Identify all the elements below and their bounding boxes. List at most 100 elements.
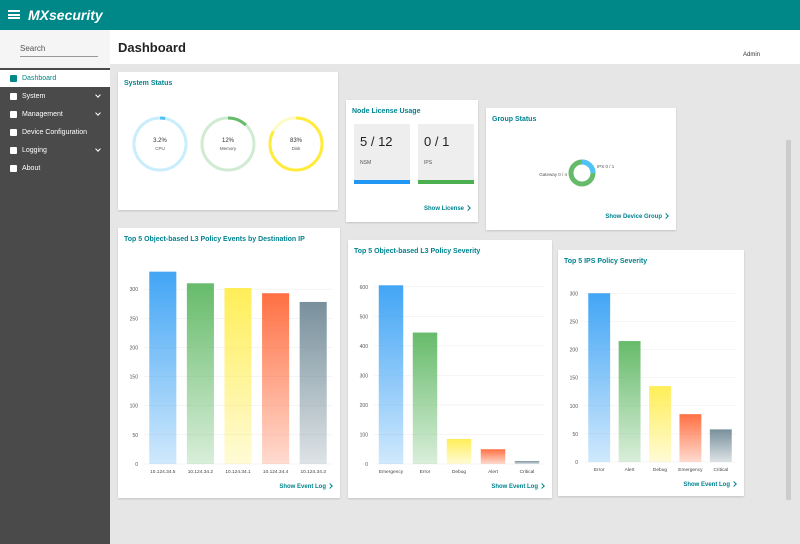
nav-icon: [10, 129, 17, 136]
x-tick-label: 10.124.34.2: [188, 469, 214, 475]
y-tick-label: 400: [360, 344, 369, 350]
nav-item[interactable]: Management: [0, 106, 110, 123]
bar: [480, 449, 506, 464]
nav-icon: [10, 111, 17, 118]
x-tick-label: 10.124.34.4: [263, 469, 289, 475]
chart-title: Top 5 Object-based L3 Policy Severity: [354, 248, 481, 255]
nav-item[interactable]: About: [0, 160, 110, 177]
show-license-link[interactable]: Show License: [423, 205, 471, 212]
y-tick-label: 0: [575, 460, 578, 466]
link-arrow: [539, 483, 545, 489]
x-tick-label: 10.124.34.3: [301, 469, 327, 475]
x-tick-label: Error: [594, 467, 605, 473]
x-tick-label: Alert: [488, 469, 499, 475]
gauge-value: 3.2%: [153, 138, 167, 144]
bar: [262, 293, 290, 464]
y-tick-label: 300: [360, 373, 369, 379]
link-text[interactable]: Show Event Log: [491, 484, 538, 490]
x-tick-label: 10.124.34.5: [150, 469, 176, 475]
show-event-log-link[interactable]: Show Event Log: [491, 483, 545, 490]
chevron: [95, 110, 101, 116]
user-menu[interactable]: Admin: [742, 52, 760, 58]
link-text[interactable]: Show Device Group: [605, 214, 662, 220]
header: MXsecurity: [0, 0, 800, 30]
nav-text: Dashboard: [22, 75, 57, 82]
license-tile: 5 / 12 NSM: [354, 124, 410, 184]
gauge-track: [200, 116, 256, 172]
bar: [514, 461, 540, 464]
nav-icon: [10, 147, 17, 154]
title-bar: Dashboard Admin: [110, 30, 800, 64]
sidebar: Search Dashboard System Management Device C…: [0, 30, 110, 544]
link-arrow: [731, 481, 737, 487]
x-tick-label: Critical: [713, 467, 728, 473]
group-label: Gateway 0 / 4: [539, 172, 567, 177]
gauge-name: CPU: [155, 146, 165, 151]
y-tick-label: 0: [365, 462, 368, 468]
y-tick-label: 50: [132, 433, 138, 439]
x-tick-label: Debug: [653, 467, 667, 473]
search-input[interactable]: Search: [20, 44, 98, 57]
y-tick-label: 300: [130, 287, 139, 293]
nav-text: System: [22, 93, 46, 100]
license-tile: 0 / 1 IPS: [418, 124, 474, 184]
gauge-value: 83%: [290, 138, 303, 144]
system-status-card: System Status 3.2% CPU 12% Memory 83% Disk: [118, 72, 338, 210]
chart-title: Top 5 IPS Policy Severity: [564, 258, 648, 265]
bar: [224, 287, 252, 464]
nav-text: Device Configuration: [22, 129, 87, 136]
chart-card: Top 5 Object-based L3 Policy Events by D…: [118, 228, 340, 498]
gauge-arc: [132, 116, 188, 172]
nav-item[interactable]: Dashboard: [0, 70, 110, 87]
nav-text: Management: [22, 111, 63, 118]
search-area: Search: [0, 30, 110, 68]
menu-button[interactable]: [8, 10, 20, 19]
scrollbar[interactable]: [786, 140, 791, 500]
link-text[interactable]: Show License: [423, 206, 464, 212]
show-event-log-link[interactable]: Show Event Log: [683, 481, 737, 488]
nav-item[interactable]: Device Configuration: [0, 124, 110, 141]
x-tick-label: Error: [420, 469, 431, 475]
license-value: 0 / 1: [424, 134, 450, 149]
bar: [378, 285, 404, 464]
gauge-value: 12%: [222, 138, 235, 144]
y-tick-label: 100: [360, 432, 369, 438]
y-tick-label: 50: [572, 432, 578, 438]
show-device-group-link[interactable]: Show Device Group: [605, 213, 669, 220]
nav-text: About: [22, 165, 41, 172]
chart-card: Top 5 IPS Policy Severity Show Event Log 0…: [558, 250, 744, 496]
node-license-card: Node License Usage Show License 5 / 12 NS…: [346, 100, 478, 222]
y-tick-label: 500: [360, 314, 369, 320]
link-arrow: [327, 483, 333, 489]
link-text[interactable]: Show Event Log: [683, 482, 730, 488]
card-title: System Status: [124, 80, 173, 87]
group-status-card: Group Status Gateway 0 / 4 IPS 0 / 1 Sho…: [486, 108, 676, 230]
bar-chart: 0 50 100 150 200 250 300 10.124.34.5 10.124.34.2…: [130, 271, 332, 475]
group-label: IPS 0 / 1: [597, 164, 615, 169]
bar-chart: 0 100 200 300 400 500 600 Emergency Error Debug Al…: [360, 285, 544, 475]
license-name: NSM: [360, 160, 372, 166]
nav-icon: [10, 75, 17, 82]
bar: [588, 293, 611, 462]
nav-item[interactable]: System: [0, 88, 110, 105]
card-title: Node License Usage: [352, 108, 421, 115]
group-donut: Gateway 0 / 4 IPS 0 / 1: [539, 159, 615, 187]
logo: MXsecurity: [28, 7, 103, 23]
card-title: Group Status: [492, 116, 537, 123]
y-tick-label: 200: [570, 348, 579, 354]
chart-card: Top 5 Object-based L3 Policy Severity Sho…: [348, 240, 552, 498]
show-event-log-link[interactable]: Show Event Log: [279, 483, 333, 490]
gauge-track: [132, 116, 188, 172]
bar: [618, 341, 641, 462]
y-tick-label: 200: [130, 345, 139, 351]
link-text[interactable]: Show Event Log: [279, 484, 326, 490]
nav-item[interactable]: Logging: [0, 142, 110, 159]
chevron: [95, 92, 101, 98]
y-tick-label: 100: [570, 404, 579, 410]
y-tick-label: 150: [570, 376, 579, 382]
gauge-arc: [268, 116, 324, 172]
nav-icon: [10, 165, 17, 172]
bar-chart: 0 50 100 150 200 250 300 Error Alert Debug Emergen…: [570, 291, 736, 473]
nav-text: Logging: [22, 147, 47, 154]
